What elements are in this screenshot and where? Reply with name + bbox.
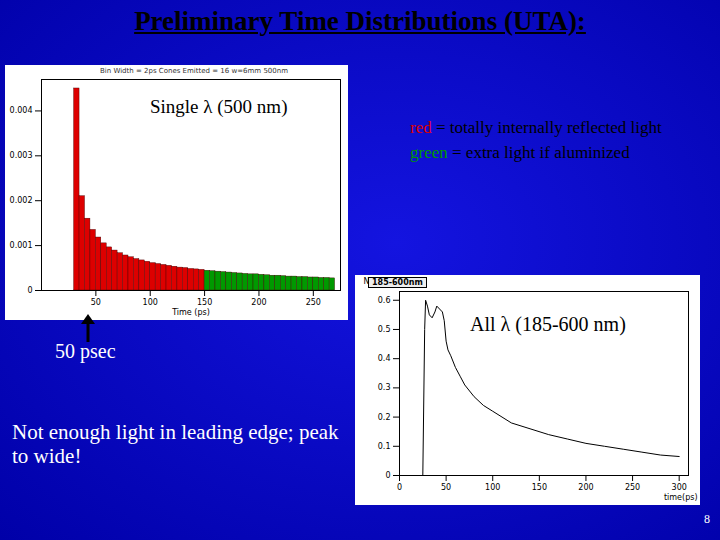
svg-text:200: 200 xyxy=(251,298,266,307)
svg-text:0.1: 0.1 xyxy=(378,442,391,451)
svg-text:0.004: 0.004 xyxy=(10,106,33,115)
html-text:Preliminary Time Distributions: Preliminary Time Distributions (UTA): xyxy=(134,6,586,36)
svg-text:0: 0 xyxy=(397,483,402,492)
svg-text:0.2: 0.2 xyxy=(378,413,391,422)
svg-text:0.002: 0.002 xyxy=(10,196,33,205)
html-text:Single λ (500 nm): Single λ (500 nm) xyxy=(150,96,288,117)
svg-text:150: 150 xyxy=(197,298,212,307)
svg-text:0.6: 0.6 xyxy=(378,296,391,305)
svg-text:100: 100 xyxy=(485,483,500,492)
svg-text:0.3: 0.3 xyxy=(378,383,391,392)
html-text:Not enough light in leading ed: Not enough light in leading edge; peak t… xyxy=(12,420,339,468)
svg-text:250: 250 xyxy=(625,483,640,492)
svg-text:50: 50 xyxy=(441,483,451,492)
svg-text:time(ps): time(ps) xyxy=(664,493,698,502)
svg-text:150: 150 xyxy=(532,483,547,492)
svg-text:0.003: 0.003 xyxy=(10,151,33,160)
svg-text:0.5: 0.5 xyxy=(378,325,391,334)
svg-text:Time (ps): Time (ps) xyxy=(171,308,210,317)
html-text:red = totally internally refle: red = totally internally reflected light xyxy=(410,118,662,137)
svg-text:0: 0 xyxy=(385,471,390,480)
svg-text:0.001: 0.001 xyxy=(10,241,33,250)
svg-text:200: 200 xyxy=(578,483,593,492)
svg-text:250: 250 xyxy=(306,298,321,307)
html-text:green = extra light if alumini: green = extra light if aluminized xyxy=(410,143,630,162)
html-text:50 psec: 50 psec xyxy=(55,340,116,362)
svg-text:0.4: 0.4 xyxy=(378,354,391,363)
svg-text:0: 0 xyxy=(27,286,32,295)
svg-text:50: 50 xyxy=(91,298,101,307)
html-text:All λ (185-600 nm): All λ (185-600 nm) xyxy=(470,313,626,335)
html-text:185-600nm: 185-600nm xyxy=(372,278,423,287)
html-text:Bin Width = 2ps Cones Emitted: Bin Width = 2ps Cones Emitted = 16 w=6mm… xyxy=(100,67,288,75)
html-text:8: 8 xyxy=(704,512,710,526)
svg-text:100: 100 xyxy=(143,298,158,307)
svg-text:300: 300 xyxy=(672,483,687,492)
